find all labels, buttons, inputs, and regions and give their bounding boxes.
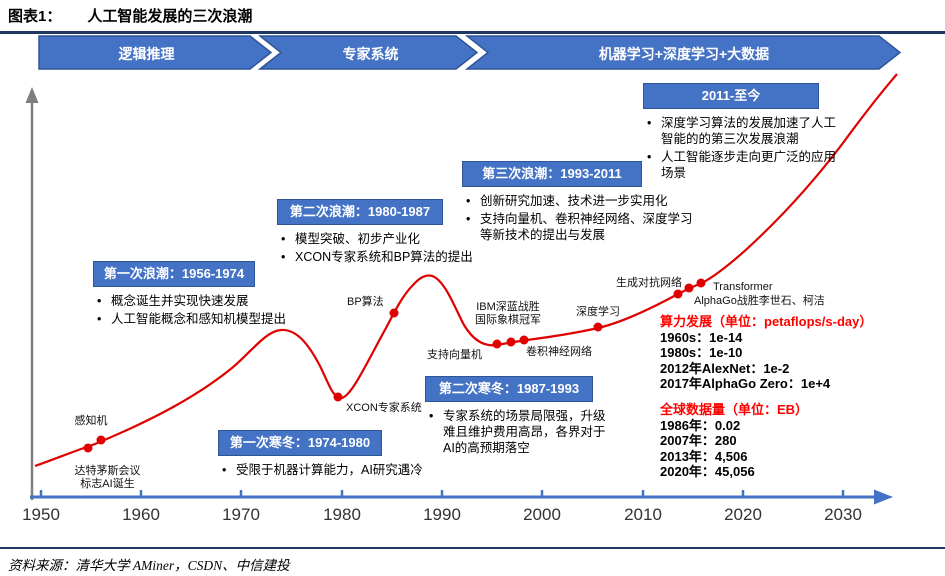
stat-line: 2013年：4,506 bbox=[660, 448, 748, 464]
callout-2011-to-now: 2011-至今 深度学习算法的发展加速了人工智能的的第三次发展浪潮 人工智能逐步… bbox=[643, 83, 843, 183]
source-note: 资料来源：清华大学 AMiner，CSDN、中信建投 bbox=[8, 558, 290, 573]
banner-chevrons bbox=[38, 35, 902, 70]
stat-line: 1986年：0.02 bbox=[660, 417, 741, 433]
compute-power-stats: 算力发展（单位：petaflops/s-day） 1960s：1e-14 198… bbox=[660, 314, 872, 392]
y-axis bbox=[25, 87, 39, 500]
compute-power-title: 算力发展（单位：petaflops/s-day） bbox=[660, 314, 873, 329]
bullet: 模型突破、初步产业化 bbox=[277, 231, 487, 247]
banner-segment-2-shape bbox=[257, 35, 479, 70]
bullet: 概念诞生并实现快速发展 bbox=[93, 293, 338, 309]
winter-2-bullets: 专家系统的场景局限强，升级难且维护费用高昂，各界对于AI的高预期落空 bbox=[425, 408, 607, 456]
global-data-volume-title: 全球数据量（单位：EB） bbox=[660, 402, 809, 417]
callout-winter-2: 第二次寒冬：1987-1993 专家系统的场景局限强，升级难且维护费用高昂，各界… bbox=[425, 376, 607, 458]
figure-title-text: 人工智能发展的三次浪潮 bbox=[87, 8, 253, 25]
title-divider bbox=[0, 31, 945, 34]
milestone-label-xcon: XCON专家系统 bbox=[346, 402, 422, 414]
x-tick-1970: 1970 bbox=[222, 505, 260, 524]
bullet: 专家系统的场景局限强，升级难且维护费用高昂，各界对于AI的高预期落空 bbox=[425, 408, 607, 456]
milestone-label-deep-blue: IBM深蓝战胜 国际象棋冠军 bbox=[475, 301, 541, 326]
x-tick-2000: 2000 bbox=[523, 505, 561, 524]
bullet: 深度学习算法的发展加速了人工智能的的第三次发展浪潮 bbox=[643, 115, 843, 147]
milestone-label-gan: 生成对抗网络 bbox=[616, 277, 682, 289]
stat-line: 2007年：280 bbox=[660, 433, 737, 448]
milestone-label-transformer: Transformer bbox=[713, 281, 773, 293]
x-tick-2010: 2010 bbox=[624, 505, 662, 524]
dot-deep-learning bbox=[593, 322, 603, 332]
dot-deep-blue bbox=[506, 337, 516, 347]
x-tick-1980: 1980 bbox=[323, 505, 361, 524]
wave-2011-header: 2011-至今 bbox=[643, 83, 819, 109]
bullet: 支持向量机、卷积神经网络、深度学习等新技术的提出与发展 bbox=[462, 211, 704, 243]
winter-2-header: 第二次寒冬：1987-1993 bbox=[425, 376, 593, 402]
x-axis-ticks bbox=[39, 490, 845, 497]
stat-line: 2017年AlphaGo Zero：1e+4 bbox=[660, 376, 831, 391]
winter-1-header: 第一次寒冬：1974-1980 bbox=[218, 430, 382, 456]
stat-line: 2020年：45,056 bbox=[660, 464, 755, 479]
x-axis-arrowhead bbox=[874, 489, 893, 505]
banner-segment-3-shape bbox=[464, 35, 902, 70]
stat-line: 1960s：1e-14 bbox=[660, 329, 743, 345]
dot-alphago bbox=[684, 283, 694, 293]
wave-2011-bullets: 深度学习算法的发展加速了人工智能的的第三次发展浪潮 人工智能逐步走向更广泛的应用… bbox=[643, 115, 843, 181]
wave-1-bullets: 概念诞生并实现快速发展 人工智能概念和感知机模型提出 bbox=[93, 293, 338, 327]
x-tick-2020: 2020 bbox=[724, 505, 762, 524]
callout-wave-3: 第三次浪潮：1993-2011 创新研究加速、技术进一步实用化 支持向量机、卷积… bbox=[462, 161, 704, 245]
dot-dartmouth bbox=[83, 443, 93, 453]
global-data-volume-stats: 全球数据量（单位：EB） 1986年：0.02 2007年：280 2013年：… bbox=[660, 402, 808, 480]
banner-label-logic-reasoning: 逻辑推理 bbox=[118, 46, 175, 62]
banner-label-expert-systems: 专家系统 bbox=[342, 46, 399, 62]
wave-3-header: 第三次浪潮：1993-2011 bbox=[462, 161, 642, 187]
x-tick-2030: 2030 bbox=[824, 505, 862, 524]
callout-wave-1: 第一次浪潮：1956-1974 概念诞生并实现快速发展 人工智能概念和感知机模型… bbox=[93, 261, 338, 329]
dot-perceptron bbox=[96, 435, 106, 445]
bullet: 受限于机器计算能力，AI研究遇冷 bbox=[218, 462, 456, 478]
x-axis bbox=[30, 489, 893, 505]
dot-cnn bbox=[519, 335, 529, 345]
figure-number: 图表1： bbox=[8, 8, 62, 25]
dot-bp bbox=[389, 308, 399, 318]
x-tick-1990: 1990 bbox=[423, 505, 461, 524]
dot-gan bbox=[673, 289, 683, 299]
x-tick-1960: 1960 bbox=[122, 505, 160, 524]
milestone-label-bp: BP算法 bbox=[347, 296, 384, 308]
figure-title: 图表1： 人工智能发展的三次浪潮 bbox=[8, 5, 252, 26]
milestone-label-dartmouth: 达特茅斯会议 标志AI诞生 bbox=[74, 465, 141, 490]
milestone-dots bbox=[83, 278, 706, 453]
callout-wave-2: 第二次浪潮：1980-1987 模型突破、初步产业化 XCON专家系统和BP算法… bbox=[277, 199, 487, 267]
milestone-label-alphago: AlphaGo战胜李世石、柯洁 bbox=[694, 295, 825, 307]
winter-1-bullets: 受限于机器计算能力，AI研究遇冷 bbox=[218, 462, 456, 478]
dot-svm bbox=[492, 339, 502, 349]
banner-label-machine-learning: 机器学习+深度学习+大数据 bbox=[598, 46, 770, 62]
wave-1-header: 第一次浪潮：1956-1974 bbox=[93, 261, 255, 287]
milestone-label-svm: 支持向量机 bbox=[427, 349, 482, 361]
wave-3-bullets: 创新研究加速、技术进一步实用化 支持向量机、卷积神经网络、深度学习等新技术的提出… bbox=[462, 193, 704, 243]
callout-winter-1: 第一次寒冬：1974-1980 受限于机器计算能力，AI研究遇冷 bbox=[218, 430, 456, 480]
dot-xcon bbox=[333, 392, 343, 402]
bullet: 创新研究加速、技术进一步实用化 bbox=[462, 193, 704, 209]
source-divider bbox=[0, 547, 945, 549]
wave-2-header: 第二次浪潮：1980-1987 bbox=[277, 199, 443, 225]
dot-transformer bbox=[696, 278, 706, 288]
y-axis-arrowhead bbox=[25, 87, 39, 103]
bullet: 人工智能逐步走向更广泛的应用场景 bbox=[643, 149, 843, 181]
bullet: 人工智能概念和感知机模型提出 bbox=[93, 311, 338, 327]
bullet: XCON专家系统和BP算法的提出 bbox=[277, 249, 487, 265]
milestone-label-deep-learning: 深度学习 bbox=[576, 306, 620, 318]
stat-line: 2012年AlexNet：1e-2 bbox=[660, 360, 790, 376]
stat-line: 1980s：1e-10 bbox=[660, 345, 743, 360]
wave-2-bullets: 模型突破、初步产业化 XCON专家系统和BP算法的提出 bbox=[277, 231, 487, 265]
milestone-label-cnn: 卷积神经网络 bbox=[526, 346, 592, 358]
milestone-label-perceptron: 感知机 bbox=[74, 415, 108, 427]
banner-segment-1-shape bbox=[38, 35, 273, 70]
x-tick-1950: 1950 bbox=[22, 505, 60, 524]
